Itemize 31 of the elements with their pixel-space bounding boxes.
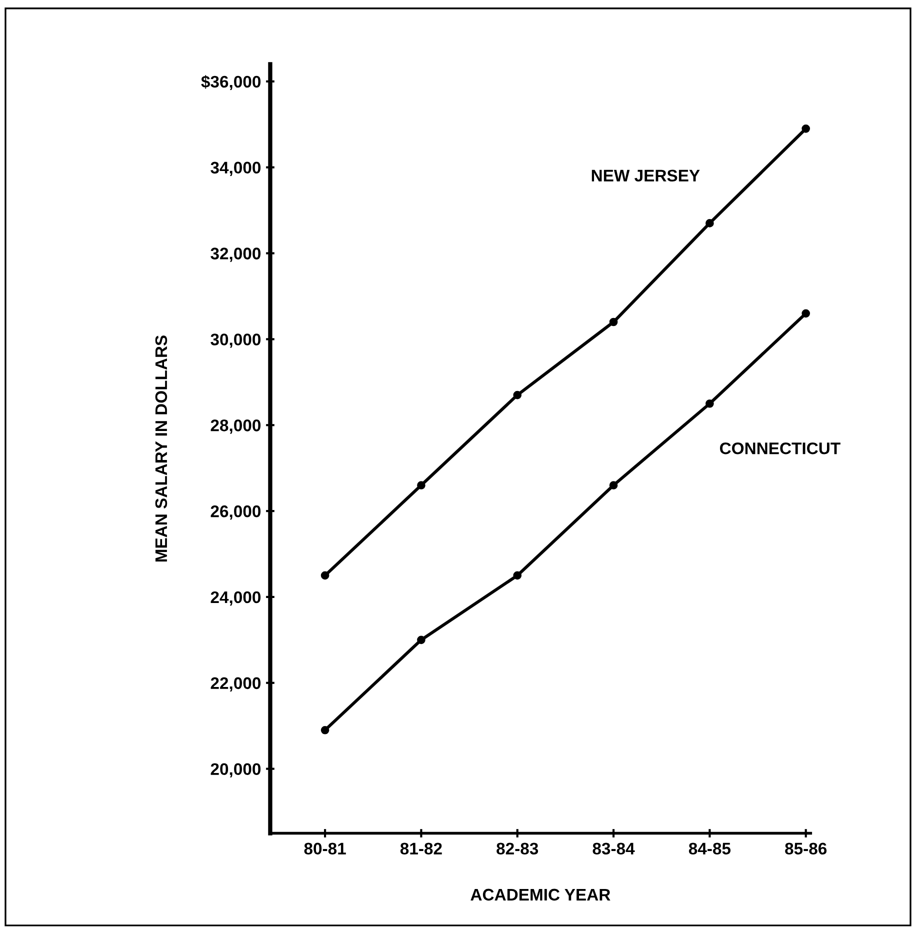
y-tick-label: 26,000 bbox=[210, 505, 261, 520]
y-tick-label: 34,000 bbox=[210, 162, 261, 176]
point bbox=[706, 219, 714, 228]
text: NEW JERSEY bbox=[592, 170, 700, 182]
point bbox=[609, 318, 618, 326]
text: CONNECTICUT bbox=[720, 442, 840, 454]
point bbox=[417, 481, 426, 490]
point bbox=[609, 481, 618, 490]
point bbox=[513, 390, 522, 400]
point bbox=[513, 571, 522, 580]
x-tick-label: 82-83 bbox=[496, 842, 538, 855]
y-tick-label: 32,000 bbox=[210, 248, 261, 262]
y-axis-title: MEAN SALARY IN DOLLARS bbox=[155, 336, 168, 562]
y-tick-label: 30,000 bbox=[210, 334, 261, 348]
x-tick-label: 80-81 bbox=[304, 842, 346, 855]
point bbox=[320, 571, 330, 580]
x-tick-label: 81-82 bbox=[400, 842, 442, 855]
y-tick-label: 22,000 bbox=[210, 677, 261, 692]
y-tick-label: 20,000 bbox=[210, 763, 261, 778]
point bbox=[706, 399, 714, 408]
point bbox=[417, 636, 426, 644]
point bbox=[320, 726, 330, 734]
point bbox=[802, 309, 810, 318]
y-tick-label: $36,000 bbox=[201, 75, 261, 90]
x-tick-label: 83-84 bbox=[592, 842, 635, 855]
point bbox=[802, 124, 810, 133]
x-tick-label: 84-85 bbox=[688, 842, 731, 855]
x-tick-label: 85-86 bbox=[785, 842, 827, 855]
y-tick-label: 28,000 bbox=[210, 420, 261, 434]
y-tick-label: 24,000 bbox=[210, 591, 261, 606]
x-axis-title: ACADEMIC YEAR bbox=[470, 888, 610, 901]
